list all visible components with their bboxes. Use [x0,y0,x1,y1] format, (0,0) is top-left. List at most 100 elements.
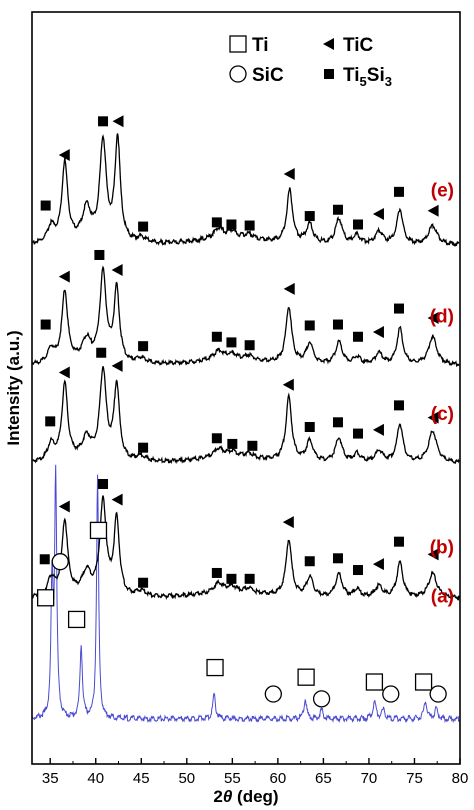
tic-marker [112,115,124,128]
x-tick-label: 45 [133,770,150,787]
x-axis-label: 2θ (deg) [213,787,278,806]
ti5si3-marker [211,331,222,342]
legend-subscript: 5 [360,74,367,89]
legend-label-part: Si [367,65,385,86]
phase-markers [37,115,447,708]
ti-marker [229,35,247,53]
ti5si3-marker [98,116,109,127]
ti5si3-marker [45,416,56,427]
sic-marker [312,690,331,708]
tic-marker [58,149,70,162]
tic-marker [323,38,334,50]
tic-marker [282,516,294,529]
x-tick-label: 65 [315,770,332,787]
ti5si3-marker [244,573,255,584]
ti5si3-marker [138,577,149,588]
x-tick-label: 75 [406,770,423,787]
ti5si3-marker [304,320,315,331]
ti5si3-marker [353,219,364,230]
ti5si3-marker [211,433,222,444]
sic-marker [429,685,447,703]
ti5si3-marker [226,337,237,348]
ti5si3-marker [332,417,343,428]
ti-marker [67,610,86,629]
ti-marker [37,589,55,607]
ti5si3-marker [332,553,343,564]
legend-label: TiC [343,35,374,56]
ti5si3-marker [324,69,334,79]
ti5si3-marker [393,536,404,547]
ti5si3-marker [393,400,404,411]
ti5si3-marker [96,347,107,358]
x-axis-label-main: 2 [213,787,222,806]
tic-marker [372,207,384,220]
ti5si3-marker [211,217,222,228]
tic-marker [111,493,123,506]
ti5si3-marker [98,479,109,490]
ti-marker [206,658,224,677]
x-axis-label-unit: (deg) [232,787,278,806]
sic-marker [382,685,400,703]
ti-marker [414,673,433,691]
legend-label: SiC [252,65,284,86]
x-tick-label: 35 [42,770,59,787]
tic-marker [282,378,294,391]
x-tick-label: 55 [224,770,241,787]
pattern-label: (d) [430,306,454,327]
ti5si3-marker [393,303,404,314]
tic-marker [283,282,295,295]
ti5si3-marker [138,341,149,352]
pattern-label: (a) [431,587,454,608]
ti5si3-marker [304,211,315,222]
ti5si3-marker [94,249,105,260]
tic-marker [111,359,123,372]
tic-marker [372,326,384,339]
sic-marker [264,685,282,703]
y-axis-label: Intensity (a.u.) [4,330,23,445]
sic-marker [51,553,69,571]
tic-marker [111,264,123,277]
ti-marker [89,521,108,540]
legend-label-part: Ti [343,65,360,86]
pattern-curve [32,495,460,602]
ti5si3-marker [40,200,51,211]
ti5si3-marker [40,319,51,330]
pattern-curve [31,265,460,368]
tic-marker [372,423,384,436]
ti5si3-marker [353,565,364,576]
sic-marker [229,65,247,83]
x-tick-label: 60 [270,770,287,787]
ti5si3-marker [138,221,149,232]
x-tick-label: 80 [452,770,469,787]
pattern-label: (b) [430,538,454,559]
ti5si3-marker [138,442,149,453]
tic-marker [427,311,439,324]
pattern-curve [32,464,460,724]
ti5si3-marker [393,186,404,197]
ti-marker [297,668,315,686]
ti5si3-marker [227,438,238,449]
x-axis-ticks: 35 40 45 50 55 60 65 70 75 80 [42,758,468,787]
legend-label: Ti [252,35,269,56]
ti5si3-marker [304,422,315,432]
tic-marker [58,366,70,379]
tic-marker [58,500,70,513]
tic-marker [58,270,70,283]
ti5si3-marker [244,340,255,351]
ti5si3-marker [332,319,343,330]
ti5si3-marker [226,219,237,230]
pattern-labels: (a) (b) (c) (d) (e) [430,180,454,607]
ti5si3-marker [304,556,315,567]
ti5si3-marker [39,554,50,565]
pattern-curves [31,133,460,724]
plot-frame [31,11,461,765]
tic-marker [427,204,439,217]
pattern-label: (e) [431,180,454,201]
pattern-label: (c) [431,404,454,425]
tic-marker [283,167,295,180]
ti5si3-marker [244,220,255,231]
ti5si3-marker [226,573,237,584]
tic-marker [427,411,439,424]
